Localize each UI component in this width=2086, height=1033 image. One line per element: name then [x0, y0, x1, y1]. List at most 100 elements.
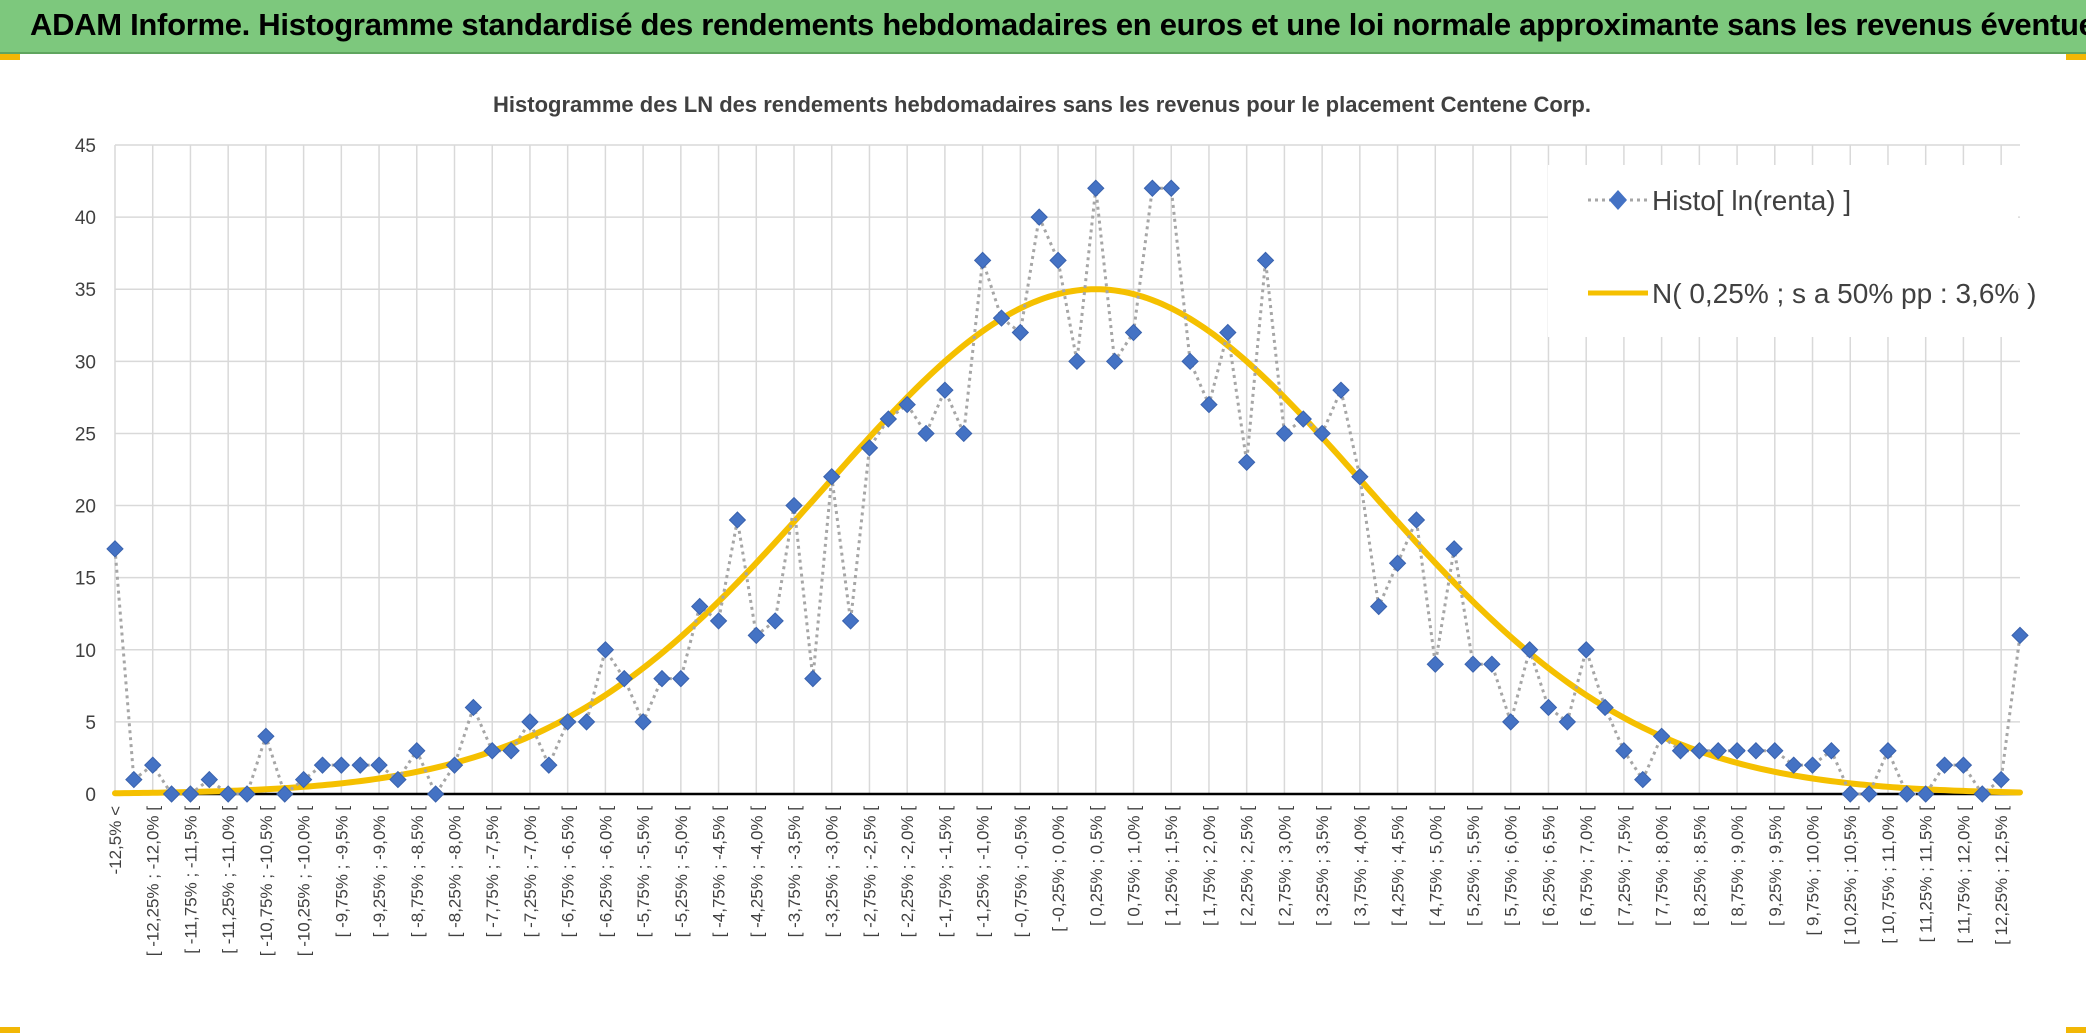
x-tick-label: [ 3,75% ; 4,0% [ [1351, 806, 1370, 926]
histogram-point [125, 770, 143, 789]
histogram-point [408, 742, 426, 760]
y-tick-label: 10 [75, 641, 96, 662]
histogram-point [841, 612, 860, 630]
x-tick-label: -12,5% < [106, 806, 125, 875]
legend-histo-label: Histo[ ln(renta) ] [1652, 185, 1851, 216]
histogram-point [238, 785, 256, 803]
histogram-point [860, 439, 879, 457]
legend-background [1548, 165, 2018, 337]
x-tick-label: [ 5,25% ; 5,5% [ [1464, 806, 1483, 926]
histogram-point [1935, 756, 1954, 774]
x-tick-label: [ 11,25% ; 11,5% [ [1917, 806, 1936, 943]
histogram-series-layer [106, 179, 2029, 803]
histogram-point [955, 424, 973, 443]
x-tick-label: [ -11,25% ; -11,0% [ [219, 806, 238, 954]
histogram-point [1634, 770, 1652, 789]
histogram-point [276, 785, 294, 803]
histogram-point [1162, 179, 1180, 197]
x-tick-label: [ -6,25% ; -6,0% [ [596, 806, 615, 938]
histogram-point [785, 496, 803, 515]
x-tick-label: [ -4,25% ; -4,0% [ [747, 806, 766, 938]
histogram-point [351, 756, 369, 774]
histogram-point [1520, 641, 1539, 659]
histogram-point [502, 742, 520, 760]
y-tick-label: 20 [75, 497, 96, 518]
histogram-point [1237, 453, 1256, 471]
grid [114, 144, 2020, 796]
histogram-point [1879, 742, 1897, 760]
accent-corner-top-right [2066, 54, 2086, 60]
legend-histo-diamond-icon [1609, 190, 1627, 210]
histogram-point [1615, 742, 1633, 760]
x-tick-label: [ 0,75% ; 1,0% [ [1125, 806, 1144, 926]
x-tick-label: [ -8,25% ; -8,0% [ [446, 806, 465, 938]
histogram-point [1483, 655, 1501, 673]
x-tick-label: [ -7,75% ; -7,5% [ [483, 806, 502, 938]
x-tick-label: [ -1,75% ; -1,5% [ [936, 806, 955, 938]
x-axis-ticks: -12,5% < [ -12,25% ; -12,0% [[ -11,75% ; … [106, 806, 2011, 957]
x-tick-label: [ 7,25% ; 7,5% [ [1615, 806, 1634, 926]
x-tick-label: [ 0,25% ; 0,5% [ [1087, 806, 1106, 926]
histogram-point [577, 713, 596, 731]
histogram-point [106, 540, 124, 558]
histogram-point [898, 395, 916, 414]
histogram-point [389, 770, 407, 789]
report-header: ADAM Informe. Histogramme standardisé de… [0, 0, 2086, 54]
x-tick-label: [ 7,75% ; 8,0% [ [1653, 806, 1672, 926]
histogram-point [1747, 742, 1765, 760]
x-tick-label: [ -0,25% ; 0,0% [ [1049, 806, 1068, 932]
histogram-point [1728, 742, 1746, 760]
x-tick-label: [ -5,75% ; -5,5% [ [634, 806, 653, 938]
histogram-point [1332, 381, 1350, 399]
histogram-point [634, 713, 652, 731]
histogram-point [615, 669, 633, 688]
histogram-point [1049, 251, 1067, 270]
histogram-point [144, 756, 162, 774]
histogram-point [181, 785, 200, 803]
histogram-point [1841, 785, 1859, 803]
x-tick-label: [ 12,25% ; 12,5% [ [1992, 806, 2011, 945]
report-title: ADAM Informe. Histogramme standardisé de… [30, 7, 2086, 42]
histogram-point [332, 756, 351, 774]
legend-normal-label: N( 0,25% ; s a 50% pp : 3,6% ) [1652, 278, 2036, 309]
histogram-point [804, 669, 822, 688]
histogram-point [1351, 468, 1369, 486]
histogram-point [1916, 785, 1935, 803]
x-tick-label: [ -7,25% ; -7,0% [ [521, 806, 540, 938]
legend: Histo[ ln(renta) ] N( 0,25% ; s a 50% pp… [1548, 165, 2036, 337]
x-tick-label: [ -2,25% ; -2,0% [ [898, 806, 917, 938]
histogram-point [1803, 756, 1822, 774]
x-tick-label: [ 9,75% ; 10,0% [ [1804, 806, 1823, 936]
chart-title: Histogramme des LN des rendements hebdom… [493, 92, 1591, 117]
y-tick-label: 40 [75, 208, 96, 229]
histogram-point [992, 309, 1011, 327]
histogram-point [1539, 698, 1558, 717]
x-tick-label: [ -2,75% ; -2,5% [ [860, 806, 879, 938]
histogram-point [1652, 727, 1671, 746]
histogram-point [879, 410, 898, 428]
y-tick-label: 45 [75, 136, 96, 157]
histogram-point [294, 770, 313, 789]
histogram-point [917, 424, 935, 443]
histogram-point [1256, 251, 1275, 270]
x-tick-label: [ -4,75% ; -4,5% [ [710, 806, 729, 938]
histogram-point [1388, 554, 1407, 572]
x-tick-label: [ -1,25% ; -1,0% [ [974, 806, 993, 938]
histogram-point [1502, 713, 1520, 731]
histogram-point [1822, 742, 1841, 760]
histogram-point [1068, 352, 1086, 371]
histogram-point [690, 597, 709, 616]
histogram-point [257, 727, 275, 746]
x-tick-label: [ -9,25% ; -9,0% [ [370, 806, 389, 938]
histogram-point [1181, 352, 1199, 371]
x-tick-label: [ 8,25% ; 8,5% [ [1690, 806, 1709, 926]
x-tick-label: [ 11,75% ; 12,0% [ [1954, 806, 1973, 944]
y-tick-label: 0 [85, 785, 96, 806]
x-tick-label: [ -12,25% ; -12,0% [ [144, 806, 163, 957]
histogram-point [672, 669, 690, 688]
histogram-point [1294, 410, 1312, 428]
normal-curve-layer [112, 286, 2023, 797]
histogram-point [426, 785, 445, 803]
histogram-point [1766, 742, 1784, 760]
